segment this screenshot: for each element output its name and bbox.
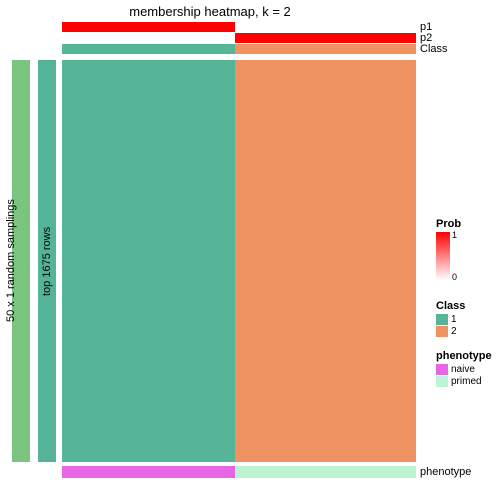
legend-prob-max: 1	[452, 230, 457, 240]
legend-phenotype-item: primed	[436, 376, 492, 387]
chart-title: membership heatmap, k = 2	[0, 4, 420, 19]
legend-phenotype-item: naive	[436, 364, 492, 375]
p2-strip-left	[62, 33, 235, 43]
legend-prob-min: 0	[452, 272, 457, 282]
legend-item-label: 1	[451, 314, 457, 325]
class-strip-right	[235, 44, 416, 54]
legend-swatch	[436, 376, 448, 387]
legend-item-label: primed	[451, 376, 482, 387]
p2-strip-right	[235, 33, 416, 43]
legend-class-title: Class	[436, 300, 465, 312]
legend-class-item: 2	[436, 326, 465, 337]
class-strip-label: Class	[420, 43, 448, 55]
legend-class: Class 12	[436, 300, 465, 338]
legend-item-label: naive	[451, 364, 475, 375]
heat-body-left	[62, 60, 235, 462]
phenotype-strip-left	[62, 466, 235, 478]
legend-item-label: 2	[451, 326, 457, 337]
legend-swatch	[436, 364, 448, 375]
legend-prob: Prob 1 0	[436, 218, 461, 280]
heat-body-right	[235, 60, 416, 462]
phenotype-strip-right	[235, 466, 416, 478]
legend-class-item: 1	[436, 314, 465, 325]
p1-strip-right	[235, 22, 416, 32]
left-outer-label: 50 x 1 random samplings	[5, 60, 17, 462]
legend-swatch	[436, 326, 448, 337]
legend-phenotype: phenotype naiveprimed	[436, 350, 492, 388]
p1-strip-left	[62, 22, 235, 32]
class-strip-left	[62, 44, 235, 54]
legend-phenotype-title: phenotype	[436, 350, 492, 362]
legend-prob-gradient: 1 0	[436, 232, 450, 280]
phenotype-strip-label: phenotype	[420, 466, 471, 478]
left-inner-label: top 1675 rows	[41, 60, 53, 462]
legend-prob-title: Prob	[436, 218, 461, 230]
legend-swatch	[436, 314, 448, 325]
